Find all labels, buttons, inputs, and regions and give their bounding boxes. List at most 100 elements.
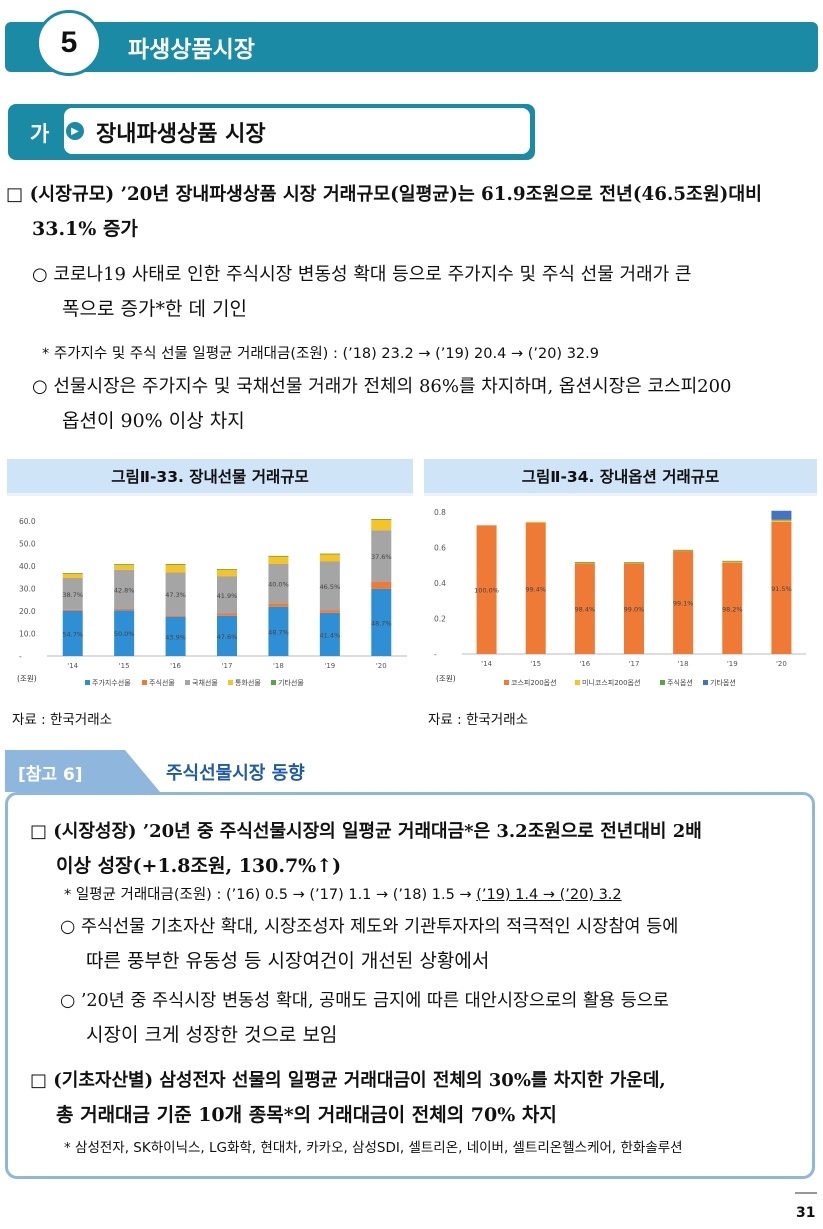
- legend-label: 주식선물: [149, 678, 175, 687]
- y-tick-label: 60.0: [19, 517, 36, 526]
- footnote-underlined-part: (’19) 1.4 → (’20) 3.2: [476, 887, 622, 903]
- data-label: 40.0%: [268, 581, 289, 589]
- bar-segment: [771, 519, 792, 521]
- page-number: 31: [796, 1205, 816, 1221]
- page-number-rule: [795, 1192, 817, 1194]
- bar-segment: [217, 615, 237, 656]
- x-tick-label: '17: [222, 662, 233, 670]
- legend-label: 미니코스피200옵션: [582, 678, 640, 687]
- data-label: 47.3%: [165, 591, 186, 599]
- x-tick-label: '16: [170, 662, 181, 670]
- bar-segment: [268, 606, 289, 656]
- subsection-title-box: [64, 108, 530, 154]
- bar-segment: [771, 510, 792, 520]
- reference-title: 주식선물시장 동향: [166, 763, 305, 784]
- x-tick-label: '18: [273, 662, 284, 670]
- data-label: 48.7%: [371, 619, 392, 627]
- bar-segment: [62, 609, 83, 611]
- bar-segment: [319, 561, 340, 611]
- legend-swatch: [660, 680, 665, 685]
- data-label: 48.7%: [268, 628, 289, 636]
- x-tick-label: '19: [324, 662, 335, 670]
- legend-swatch: [703, 680, 708, 685]
- legend-swatch: [271, 680, 276, 685]
- x-tick-label: '14: [67, 662, 78, 670]
- data-label: 98.2%: [722, 605, 743, 613]
- data-label: 47.6%: [217, 633, 238, 641]
- bar-segment: [371, 588, 392, 656]
- x-tick-label: '14: [481, 660, 492, 668]
- ref-footnote-companies: * 삼성전자, SK하이닉스, LG화학, 현대차, 카카오, 삼성SDI, 셀…: [64, 1140, 683, 1156]
- y-tick-label: 10.0: [19, 630, 36, 639]
- paragraph-line: 총 거래대금 기준 10개 종목*의 거래대금이 전체의 70% 차지: [56, 1104, 557, 1126]
- legend-label: 기타선물: [278, 678, 304, 687]
- bar-segment: [114, 569, 135, 609]
- data-label: 41.9%: [217, 592, 238, 600]
- data-label: 99.1%: [673, 600, 694, 608]
- bar-segment: [268, 563, 289, 604]
- y-tick-label: -: [19, 652, 22, 661]
- data-label: 99.4%: [525, 585, 546, 593]
- y-tick-label: 0.8: [434, 508, 446, 517]
- bar-segment: [268, 555, 289, 557]
- bar-segment: [476, 525, 497, 654]
- paragraph-line: 이상 성장(+1.8조원, 130.7%↑): [56, 855, 342, 877]
- futures-chart: 60.0 50.0 40.0 30.0 20.0 10.0 - 54.7% 38.7% '14 50…: [17, 517, 407, 687]
- bullet-covid: ○ 코로나19 사태로 인한 주식시장 변동성 확대 등으로 주가지수 및 주식…: [32, 258, 822, 326]
- bar-segment: [114, 564, 135, 570]
- bullet-line: ○ ’20년 중 주식시장 변동성 확대, 공매도 금지에 따른 대안시장으로의…: [60, 991, 669, 1011]
- futures-chart-source: 자료 : 한국거래소: [12, 712, 113, 728]
- reference-tab: [5, 750, 160, 792]
- options-chart-title: 그림Ⅱ-34. 장내옵션 거래규모: [424, 459, 817, 496]
- bar-segment: [771, 521, 792, 654]
- x-tick-label: '17: [629, 660, 640, 668]
- legend-swatch: [575, 680, 580, 685]
- bullet-futures-share: ○ 선물시장은 주가지수 및 국채선물 거래가 전체의 86%를 차지하며, 옵…: [32, 370, 822, 438]
- bar-segment: [165, 564, 186, 573]
- bar-segment: [574, 562, 595, 564]
- bar-segment: [673, 551, 694, 654]
- x-tick-label: '20: [376, 662, 387, 670]
- options-chart-source: 자료 : 한국거래소: [428, 712, 529, 728]
- bar-segment: [165, 616, 186, 656]
- market-size-paragraph: □ (시장규모) ’20년 장내파생상품 시장 거래규모(일평균)는 61.9조…: [6, 178, 821, 246]
- bar-segment: [319, 610, 340, 613]
- bar-segment: [673, 549, 694, 551]
- bar-segment: [319, 612, 340, 656]
- data-label: 98.4%: [575, 606, 596, 614]
- data-label: 37.6%: [371, 553, 392, 561]
- bar-segment: [217, 576, 237, 614]
- x-tick-label: '19: [727, 660, 738, 668]
- ref-footnote-trading: * 일평균 거래대금(조원) : (’16) 0.5 → (’17) 1.1 →…: [64, 883, 622, 904]
- bar-segment: [217, 569, 237, 570]
- bar-segment: [371, 519, 392, 531]
- legend-swatch: [504, 680, 509, 685]
- footnote-part: * 일평균 거래대금(조원) : (’16) 0.5 → (’17) 1.1 →…: [64, 887, 472, 903]
- bar-segment: [624, 563, 644, 654]
- x-tick-label: '16: [579, 660, 590, 668]
- bar-segment: [165, 572, 186, 616]
- ref-bullet-volatility: ○ ’20년 중 주식시장 변동성 확대, 공매도 금지에 따른 대안시장으로의…: [60, 984, 810, 1052]
- bar-segment: [268, 556, 289, 564]
- x-tick-label: '15: [530, 660, 541, 668]
- y-tick-label: 0.2: [434, 615, 446, 624]
- bar-segment: [62, 577, 83, 610]
- bar-segment: [525, 522, 546, 654]
- y-tick-label: 30.0: [19, 585, 36, 594]
- bar-segment: [624, 562, 644, 564]
- paragraph-line: 33.1% 증가: [32, 218, 138, 240]
- bar-segment: [268, 603, 289, 607]
- bar-segment: [62, 573, 83, 574]
- ref-growth-paragraph: □ (시장성장) ’20년 중 주식선물시장의 일평균 거래대금*은 3.2조원…: [30, 815, 810, 883]
- reference-box: [5, 792, 815, 1179]
- y-tick-label: 50.0: [19, 540, 36, 549]
- bar-segment: [722, 561, 743, 563]
- legend-label: 기타옵션: [710, 678, 736, 687]
- data-label: 100.0%: [474, 587, 499, 595]
- data-label: 50.0%: [114, 630, 135, 638]
- paragraph-line: □ (시장규모) ’20년 장내파생상품 시장 거래규모(일평균)는 61.9조…: [6, 184, 762, 205]
- data-label: 38.7%: [62, 591, 83, 599]
- ref-underlying-paragraph: □ (기초자산별) 삼성전자 선물의 일평균 거래대금이 전체의 30%를 차지…: [30, 1064, 810, 1132]
- data-label: 54.7%: [62, 631, 83, 639]
- bar-segment: [165, 615, 186, 617]
